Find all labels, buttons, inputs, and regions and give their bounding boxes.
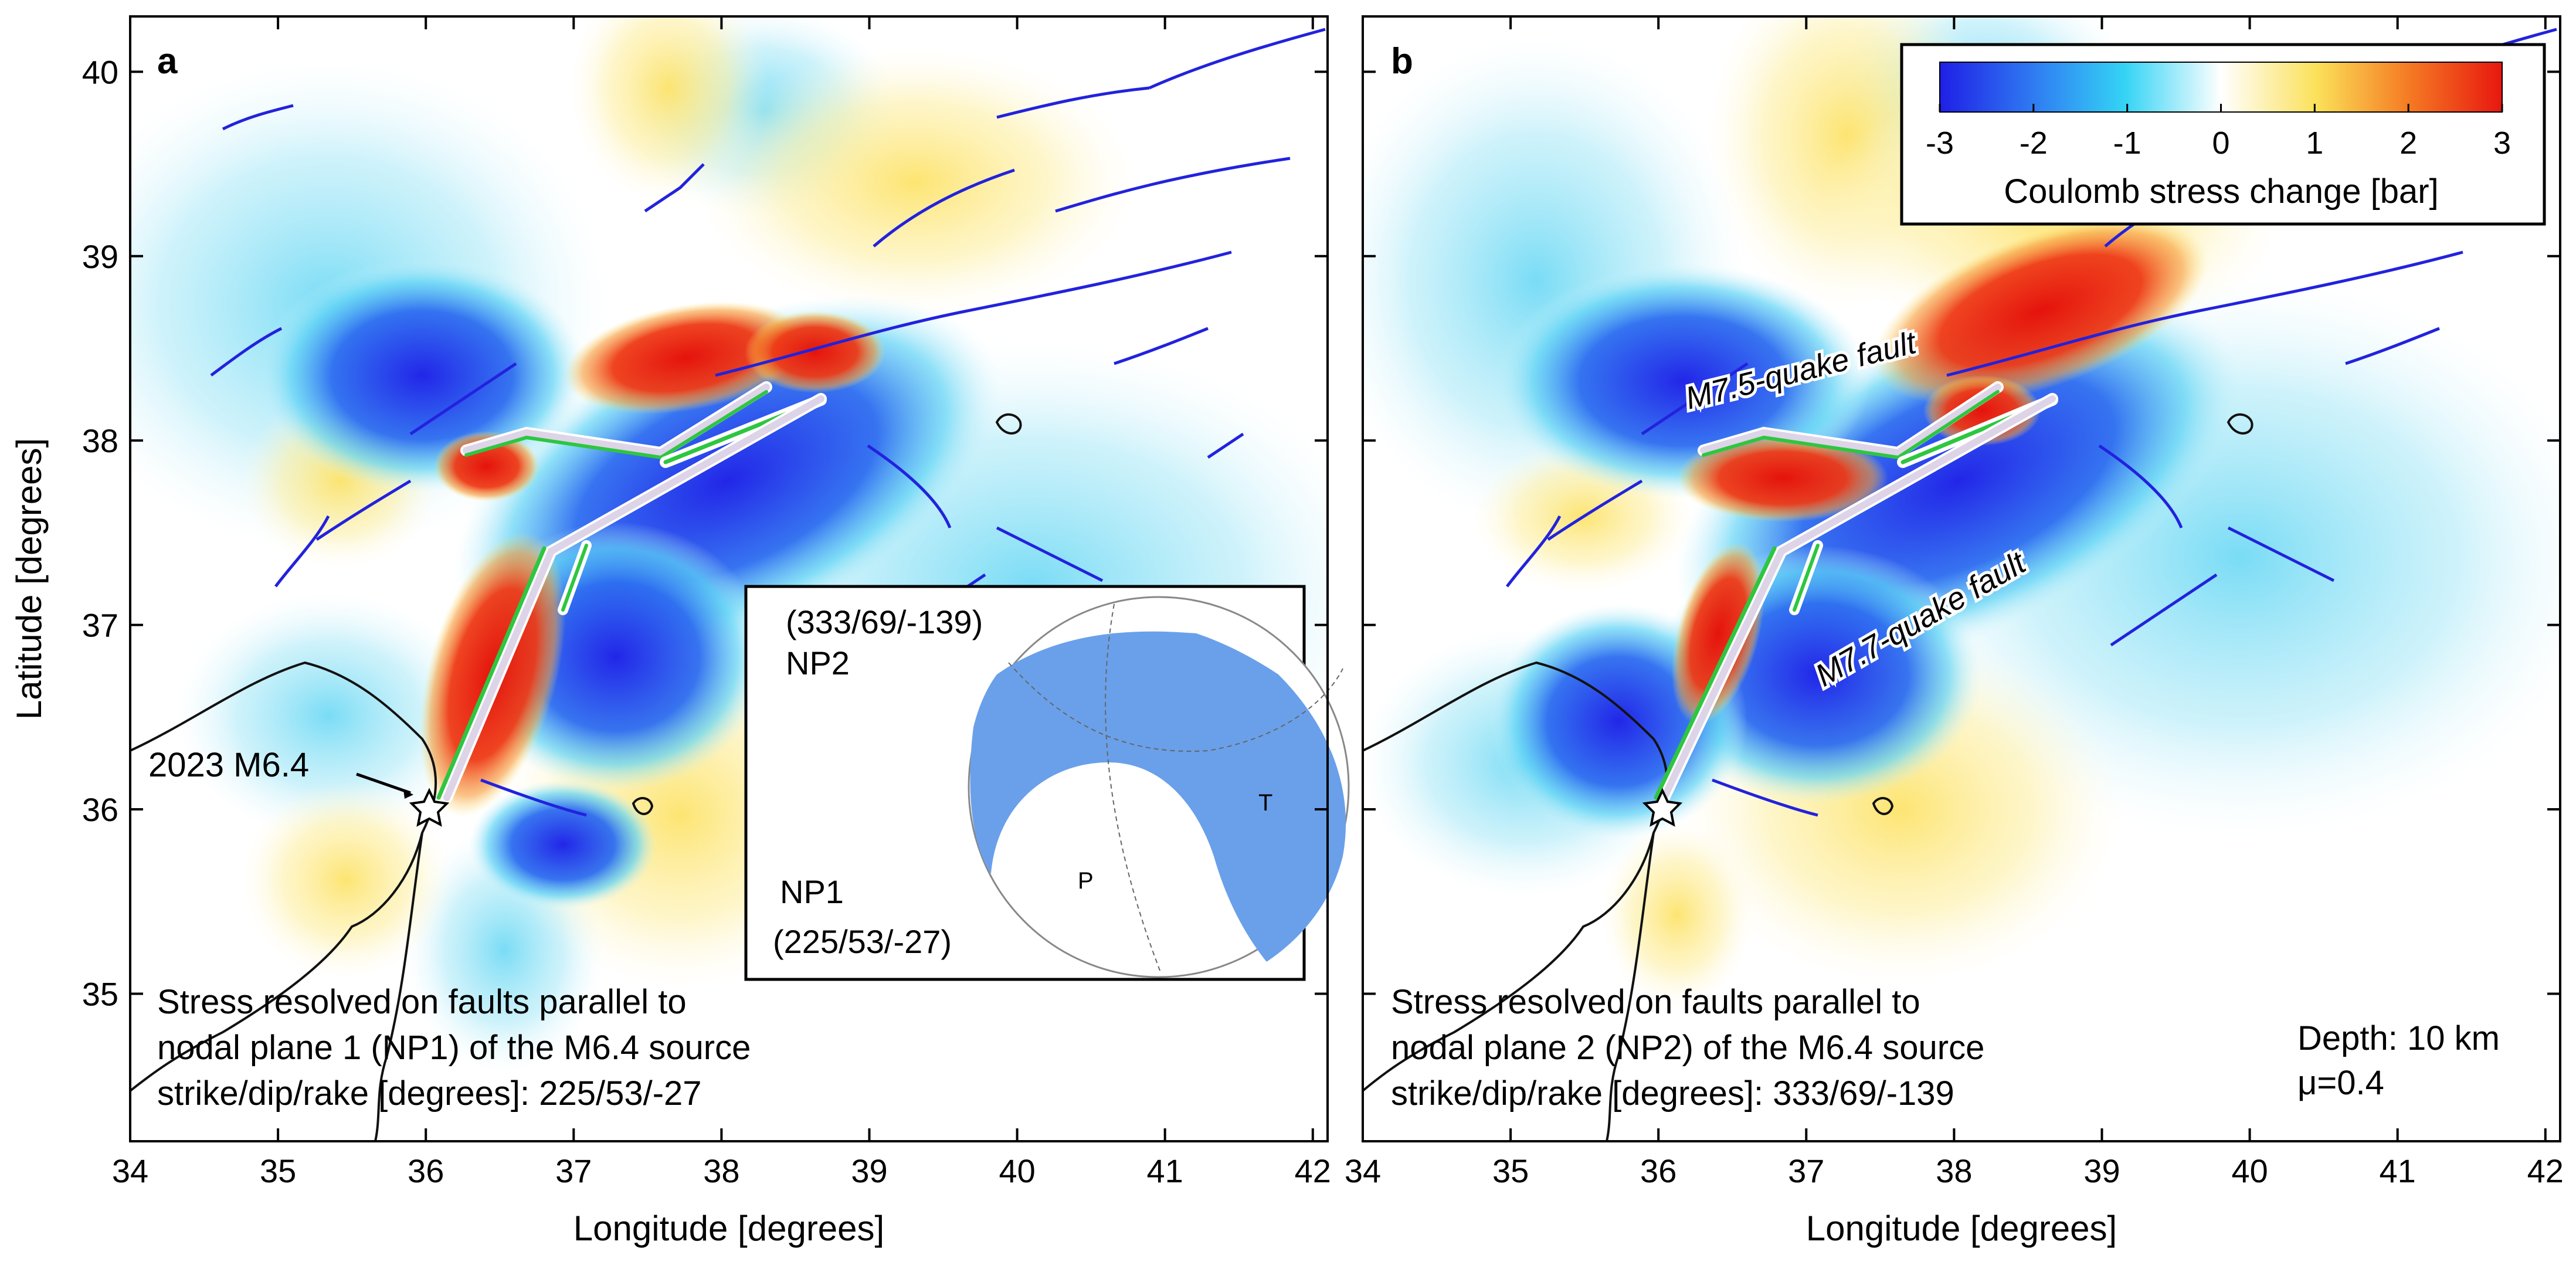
x-tick-label: 41 — [2380, 1152, 2416, 1189]
np1-label: NP1 — [780, 873, 844, 910]
np2-angles: (333/69/-139) — [786, 603, 983, 640]
depth-label: Depth: 10 km — [2297, 1019, 2500, 1057]
beachball-compression-fill — [970, 631, 1346, 962]
x-tick-label: 35 — [1492, 1152, 1529, 1189]
colorbar-ticks: -3 -2 -1 0 1 2 3 — [1926, 104, 2511, 161]
panel-a-frame — [129, 15, 1329, 1142]
y-tick-label: 40 — [82, 53, 118, 90]
y-axis-label: Latitude [degrees] — [9, 438, 49, 720]
focal-mechanism-inset: (333/69/-139) NP2 NP1 (225/53/-27) P T — [744, 585, 1350, 981]
x-tick-label: 36 — [1640, 1152, 1676, 1189]
x-tick-label: 42 — [1295, 1152, 1331, 1189]
x-tick-label: 37 — [1788, 1152, 1824, 1189]
panel-b-letter: b — [1391, 41, 1413, 82]
epicenter-arrow — [356, 772, 411, 795]
np2-label: NP2 — [786, 645, 850, 681]
x-tick-label: 37 — [555, 1152, 592, 1189]
x-tick-label: 38 — [1936, 1152, 1972, 1189]
panel-b-frame — [1362, 15, 2561, 1142]
colorbar-tick-label: -1 — [2113, 126, 2141, 161]
x-tick-label: 36 — [408, 1152, 444, 1189]
epicenter-label: 2023 M6.4 — [148, 746, 309, 784]
colorbar-tick-label: -3 — [1926, 126, 1954, 161]
star-icon — [409, 788, 450, 827]
x-tick-label: 35 — [260, 1152, 296, 1189]
x-tick-label: 38 — [703, 1152, 739, 1189]
panel-a-note-3: strike/dip/rake [degrees]: 225/53/-27 — [157, 1074, 702, 1113]
panel-a-note-2: nodal plane 1 (NP1) of the M6.4 source — [157, 1029, 751, 1067]
epicenter-star-a: 2023 M6.4 — [148, 746, 450, 827]
x-axis-ticks-a: 34 35 36 37 38 39 40 41 42 — [112, 16, 1331, 1189]
y-tick-label: 36 — [82, 791, 118, 828]
y-axis-ticks-a: 35 36 37 38 39 40 — [82, 53, 1328, 1012]
x-tick-label: 41 — [1147, 1152, 1183, 1189]
panel-b-note-3: strike/dip/rake [degrees]: 333/69/-139 — [1391, 1074, 1954, 1113]
x-axis-label-b: Longitude [degrees] — [1806, 1209, 2117, 1248]
mu-label: μ=0.4 — [2297, 1064, 2384, 1102]
colorbar-tick-label: -2 — [2020, 126, 2048, 161]
coastline-b — [1363, 413, 2253, 1141]
panel-b-note-1: Stress resolved on faults parallel to — [1391, 983, 1920, 1021]
panel-a-note-1: Stress resolved on faults parallel to — [157, 983, 687, 1021]
star-icon — [1642, 788, 1683, 827]
x-tick-label: 42 — [2527, 1152, 2564, 1189]
colorbar-tick-label: 2 — [2399, 126, 2417, 161]
ruptured-faults-b — [1654, 381, 2058, 803]
y-tick-label: 38 — [82, 422, 118, 459]
y-tick-label: 39 — [82, 238, 118, 275]
colorbar-tick-label: 0 — [2212, 126, 2229, 161]
y-tick-label: 37 — [82, 607, 118, 644]
colorbar-tick-label: 1 — [2306, 126, 2323, 161]
t-axis-label: T — [1258, 790, 1272, 816]
panel-a-letter: a — [157, 41, 178, 82]
x-tick-label: 40 — [2231, 1152, 2268, 1189]
x-axis-ticks-b: 34 35 36 37 38 39 40 41 42 — [1345, 16, 2564, 1189]
x-tick-label: 34 — [1345, 1152, 1381, 1189]
x-tick-label: 39 — [2083, 1152, 2120, 1189]
colorbar-gradient — [1939, 62, 2503, 113]
x-tick-label: 39 — [851, 1152, 887, 1189]
np1-angles: (225/53/-27) — [773, 923, 952, 960]
coastline-a — [130, 413, 1022, 1141]
p-axis-label: P — [1078, 868, 1094, 894]
colorbar: -3 -2 -1 0 1 2 3 Coulomb stress change [bar] — [1900, 43, 2546, 226]
epicenter-star-b — [1642, 788, 1683, 827]
panel-b-note-2: nodal plane 2 (NP2) of the M6.4 source — [1391, 1029, 1984, 1067]
y-tick-label: 35 — [82, 975, 118, 1012]
x-axis-label-a: Longitude [degrees] — [573, 1209, 884, 1248]
colorbar-tick-label: 3 — [2493, 126, 2511, 161]
panel-b: M7.5-quake fault M7.7-quake fault -3 -2 -1… — [1345, 15, 2564, 1248]
x-tick-label: 34 — [112, 1152, 148, 1189]
ruptured-faults-a — [436, 381, 827, 803]
faults-a — [210, 28, 1326, 817]
panel-a: 2023 M6.4 (333/69/-139) NP2 NP1 (225/53/… — [9, 15, 1350, 1248]
x-tick-label: 40 — [999, 1152, 1035, 1189]
colorbar-label: Coulomb stress change [bar] — [2004, 172, 2438, 211]
